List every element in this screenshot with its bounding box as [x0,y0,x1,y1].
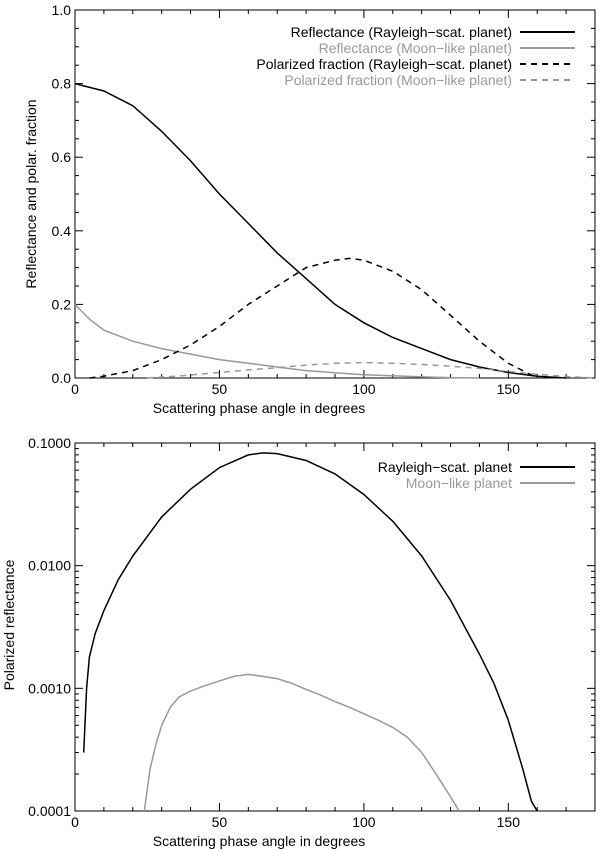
y-tick-label: 1.0 [52,2,72,18]
top-x-axis-label: Scattering phase angle in degrees [153,400,365,416]
y-tick-label: 0.2 [52,296,72,312]
legend-label: Polarized fraction (Rayleigh−scat. plane… [256,56,512,72]
series-line-1 [74,82,567,379]
top-y-ticks: 0.0 0.2 0.4 0.6 0.8 1.0 [52,2,595,386]
y-tick-label: 0.0 [52,370,72,386]
x-tick-label: 150 [497,381,521,397]
top-y-axis-label: Reflectance and polar. fraction [23,99,39,288]
bottom-series-group [82,452,538,812]
top-legend: Reflectance (Rayleigh−scat. planet)Refle… [256,24,575,88]
legend-label: Rayleigh−scat. planet [378,459,512,475]
bottom-y-ticks: 0.0001 0.0010 0.0100 0.1000 [28,435,595,819]
y-tick-label: 0.0010 [28,680,71,696]
y-tick-label: 0.1000 [28,435,71,451]
x-tick-label: 150 [497,814,521,830]
series-line-1 [82,452,538,812]
bottom-y-axis-label: Polarized reflectance [1,559,17,690]
top-chart: 0 50 100 150 0.0 0.2 0.4 0.6 0.8 1.0 Reflectance… [23,2,596,416]
y-tick-label: 0.0001 [28,803,71,819]
series-line-2 [74,303,480,379]
series-line-2 [143,673,460,812]
y-tick-label: 0.8 [52,76,72,92]
bottom-x-ticks: 0 50 100 150 [71,443,596,830]
y-tick-label: 0.0100 [28,558,71,574]
top-x-ticks: 0 50 100 150 [71,10,596,397]
y-tick-label: 0.4 [52,223,72,239]
top-series-group [74,82,596,379]
bottom-x-axis-label: Scattering phase angle in degrees [153,833,365,849]
x-tick-label: 100 [352,381,376,397]
x-tick-label: 50 [212,381,228,397]
legend-label: Reflectance (Moon−like planet) [319,40,512,56]
legend-label: Polarized fraction (Moon−like planet) [284,72,512,88]
bottom-chart: 0 50 100 150 0.0001 0.0010 0.0100 0.1000 Rayle… [1,435,596,849]
y-tick-label: 0.6 [52,149,72,165]
x-tick-label: 0 [71,814,79,830]
x-tick-label: 0 [71,381,79,397]
series-line-4 [147,361,596,379]
x-tick-label: 100 [352,814,376,830]
legend-label: Moon−like planet [406,475,512,491]
series-line-3 [89,257,538,379]
legend-label: Reflectance (Rayleigh−scat. planet) [291,24,512,40]
x-tick-label: 50 [212,814,228,830]
